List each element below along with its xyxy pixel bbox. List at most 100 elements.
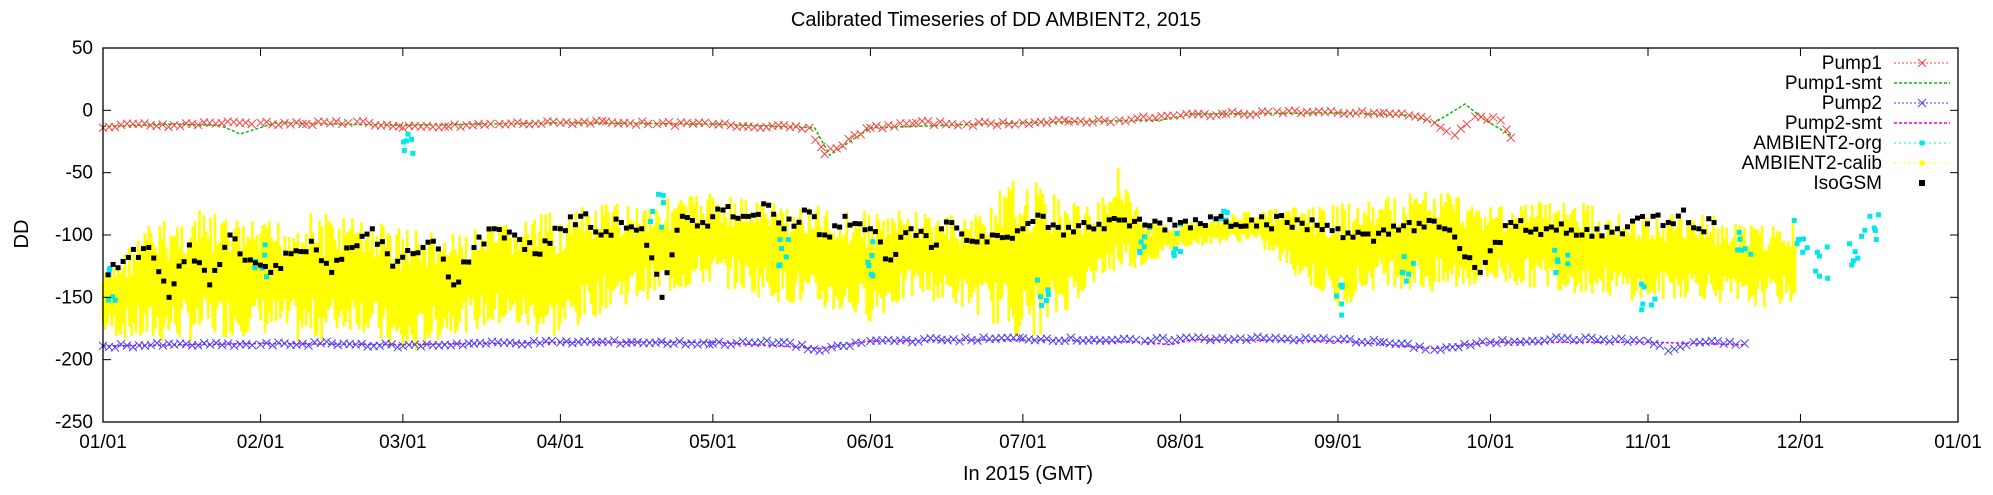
pump-point xyxy=(1131,335,1141,345)
isogsm-point xyxy=(369,226,375,232)
pump-point xyxy=(705,340,714,349)
pump-point xyxy=(241,118,251,128)
isogsm-point xyxy=(1086,224,1092,230)
isogsm-point xyxy=(1309,217,1315,223)
isogsm-point xyxy=(191,258,197,264)
pump-point xyxy=(1010,120,1020,129)
org-point xyxy=(1141,234,1147,240)
pump-point xyxy=(175,121,185,131)
pump-point xyxy=(211,338,221,348)
isogsm-point xyxy=(1147,223,1153,229)
pump-point xyxy=(998,117,1008,127)
isogsm-point xyxy=(882,256,888,262)
org-point xyxy=(870,273,876,279)
pump-point xyxy=(327,339,337,348)
pump-point xyxy=(1643,336,1653,346)
isogsm-point xyxy=(588,224,594,230)
isogsm-point xyxy=(451,282,457,288)
isogsm-point xyxy=(1472,264,1478,270)
pump-point xyxy=(1151,113,1160,123)
isogsm-point xyxy=(1533,226,1539,232)
isogsm-point xyxy=(201,267,207,273)
isogsm-point xyxy=(1360,231,1366,237)
pump-point xyxy=(1719,339,1729,349)
pump-point xyxy=(844,134,854,144)
pump-point xyxy=(1218,333,1227,343)
org-point xyxy=(403,138,409,144)
pump-point xyxy=(1599,335,1608,344)
pump-point xyxy=(1552,332,1561,342)
pump-point xyxy=(908,119,917,128)
pump-point xyxy=(1430,118,1439,128)
isogsm-point xyxy=(659,294,665,300)
org-point xyxy=(866,263,872,269)
isogsm-point xyxy=(781,226,787,232)
pump-point xyxy=(1506,133,1516,143)
org-point xyxy=(1849,262,1855,268)
pump-point xyxy=(955,336,964,346)
isogsm-point xyxy=(1553,227,1559,233)
pump-point xyxy=(687,339,696,348)
pump-point xyxy=(1227,107,1237,117)
pump-point xyxy=(1066,333,1076,342)
pump-point xyxy=(890,122,899,131)
isogsm-point xyxy=(811,214,817,220)
org-point xyxy=(1338,282,1344,288)
x-tick-label: 07/01 xyxy=(999,432,1047,453)
org-point xyxy=(869,252,875,258)
pump-point xyxy=(410,340,420,349)
pump-point xyxy=(700,118,710,128)
isogsm-point xyxy=(750,212,756,218)
isogsm-point xyxy=(1426,217,1432,223)
isogsm-point xyxy=(943,219,949,225)
org-point xyxy=(1859,233,1865,239)
isogsm-point xyxy=(1401,223,1407,229)
pump-point xyxy=(256,340,265,350)
isogsm-point xyxy=(135,254,141,260)
pump-point xyxy=(1127,115,1136,124)
pump-point xyxy=(872,121,881,131)
x-tick-label: 10/01 xyxy=(1467,432,1515,453)
isogsm-point xyxy=(1340,235,1346,241)
org-point xyxy=(1410,260,1416,266)
isogsm-point xyxy=(1573,232,1579,238)
pump-point xyxy=(845,341,854,351)
isogsm-point xyxy=(313,247,319,253)
pump-point xyxy=(902,335,911,345)
pump-point xyxy=(1492,338,1501,348)
pump-point xyxy=(1170,335,1180,345)
isogsm-point xyxy=(771,211,777,217)
isogsm-point xyxy=(700,220,706,226)
isogsm-point xyxy=(1035,212,1041,218)
pump-point xyxy=(268,340,277,350)
isogsm-point xyxy=(140,246,146,252)
pump-point xyxy=(128,342,138,352)
pump-point xyxy=(1478,337,1487,346)
isogsm-point xyxy=(918,228,924,234)
isogsm-point xyxy=(1207,214,1213,220)
org-point xyxy=(1795,236,1801,242)
pump-point xyxy=(1236,334,1245,343)
pump-point xyxy=(382,120,392,130)
pump-point xyxy=(1319,333,1328,343)
isogsm-point xyxy=(1563,230,1569,236)
pump-point xyxy=(1375,337,1385,347)
legend-swatch-marker xyxy=(1917,58,1927,68)
isogsm-point xyxy=(207,282,213,288)
legend-swatch-marker xyxy=(1919,180,1925,186)
pump-point xyxy=(979,333,988,342)
x-tick-label: 08/01 xyxy=(1157,432,1205,453)
isogsm-point xyxy=(1670,221,1676,227)
isogsm-point xyxy=(745,213,751,219)
pump-point xyxy=(247,119,257,129)
pump-point xyxy=(1271,333,1280,343)
pump-point xyxy=(637,117,647,126)
org-point xyxy=(1037,294,1043,300)
pump-point xyxy=(1247,334,1256,343)
pump-point xyxy=(1488,113,1498,122)
pump-point xyxy=(657,337,666,346)
pump-point xyxy=(932,334,941,344)
pump-point xyxy=(949,334,958,344)
isogsm-point xyxy=(1279,213,1285,219)
isogsm-point xyxy=(212,267,218,273)
